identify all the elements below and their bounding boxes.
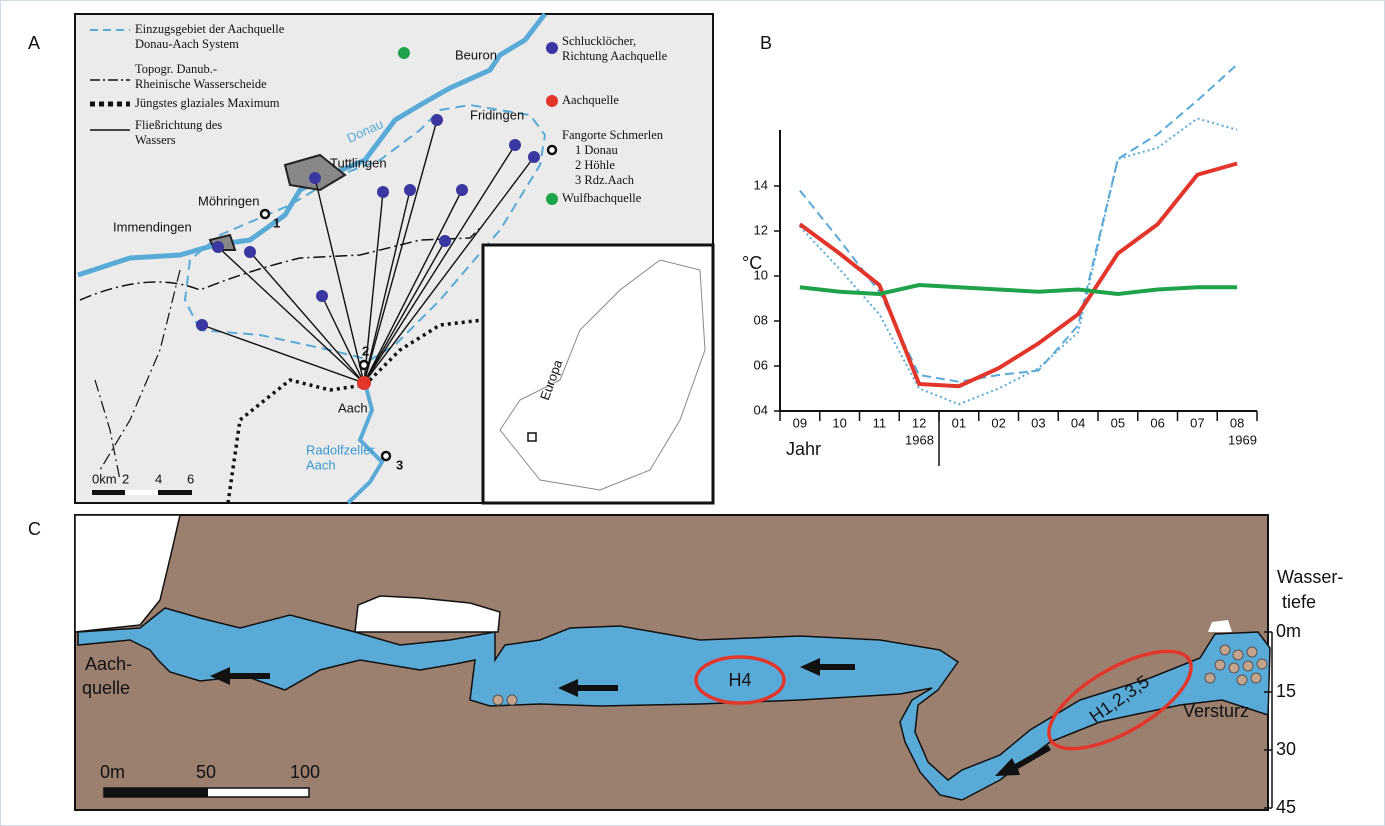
habitat-label: H4 (728, 670, 751, 690)
x-tick-label: 03 (1031, 415, 1045, 430)
legend-text: 2 Höhle (575, 158, 615, 172)
x-tick-label: 10 (832, 415, 846, 430)
place-label: Tuttlingen (330, 155, 387, 170)
legend-text: Wulfbachquelle (562, 191, 642, 205)
spring-label: Aach- (85, 654, 132, 674)
x-tick-label: 04 (1071, 415, 1085, 430)
site-number: 1 (273, 215, 280, 230)
x-tick-label: 12 (912, 415, 926, 430)
spring-label: quelle (82, 678, 130, 698)
river-label: Aach (306, 457, 336, 472)
y-tick-label: 04 (754, 402, 768, 417)
year-label: 1968 (905, 432, 934, 447)
depth-label: 30 (1276, 739, 1296, 759)
figure: A B C (0, 0, 1385, 826)
y-tick-label: 14 (754, 177, 768, 192)
depth-label: 0m (1276, 621, 1301, 641)
legend-text: Topogr. Danub.- (135, 62, 217, 76)
scale-label: 50 (196, 762, 216, 782)
scale-label: 100 (290, 762, 320, 782)
place-label: Fridingen (470, 107, 524, 122)
x-tick-label: 11 (873, 415, 887, 430)
scale-label: 2 (122, 471, 129, 486)
scale-label: 4 (155, 471, 162, 486)
legend-text: Fließrichtung des (135, 118, 222, 132)
panel-label: B (760, 33, 772, 53)
y-tick-label: 10 (754, 267, 768, 282)
year-label: 1969 (1228, 432, 1257, 447)
legend-text: Wassers (135, 133, 176, 147)
x-tick-label: 05 (1111, 415, 1125, 430)
legend-text: Donau-Aach System (135, 37, 239, 51)
legend-text: 3 Rdz.Aach (575, 173, 635, 187)
x-tick-label: 01 (952, 415, 966, 430)
legend-text: Jüngstes glaziales Maximum (135, 96, 280, 110)
depth-title: tiefe (1282, 592, 1316, 612)
scale-label: 0m (100, 762, 125, 782)
legend-text: Rheinische Wasserscheide (135, 77, 267, 91)
site-number: 3 (396, 457, 403, 472)
map: Einzugsgebiet der Aachquelle Donau-Aach … (75, 14, 713, 503)
place-label: Immendingen (113, 219, 192, 234)
x-axis-title: Jahr (786, 439, 821, 459)
place-label: Aach (338, 400, 368, 415)
site-number: 2 (362, 343, 369, 358)
legend-text: Einzugsgebiet der Aachquelle (135, 22, 285, 36)
legend-text: Fangorte Schmerlen (562, 128, 664, 142)
cave-section: Aach- quelle Wasser- tiefe 0m 15 30 45 H… (75, 515, 1343, 817)
depth-title: Wasser- (1277, 567, 1343, 587)
depth-label: 45 (1276, 797, 1296, 817)
x-tick-label: 08 (1230, 415, 1244, 430)
x-tick-label: 09 (793, 415, 807, 430)
y-tick-label: 06 (754, 357, 768, 372)
sink-label: Versturz (1183, 701, 1249, 721)
legend-text: Schlucklöcher, (562, 34, 636, 48)
river-label: Radolfzeller (306, 442, 375, 457)
x-tick-label: 07 (1190, 415, 1204, 430)
legend-text: 1 Donau (575, 143, 618, 157)
x-tick-label: 02 (991, 415, 1005, 430)
legend-text: Richtung Aachquelle (562, 49, 668, 63)
scale-label: 6 (187, 471, 194, 486)
legend-text: Aachquelle (562, 93, 619, 107)
place-label: Möhringen (198, 193, 259, 208)
panel-label: C (28, 519, 41, 539)
y-tick-label: 08 (754, 312, 768, 327)
y-tick-label: 12 (754, 222, 768, 237)
depth-label: 15 (1276, 681, 1296, 701)
scale-label: 0km (92, 471, 117, 486)
place-label: Beuron (455, 47, 497, 62)
panel-label: A (28, 33, 40, 53)
x-tick-label: 06 (1150, 415, 1164, 430)
